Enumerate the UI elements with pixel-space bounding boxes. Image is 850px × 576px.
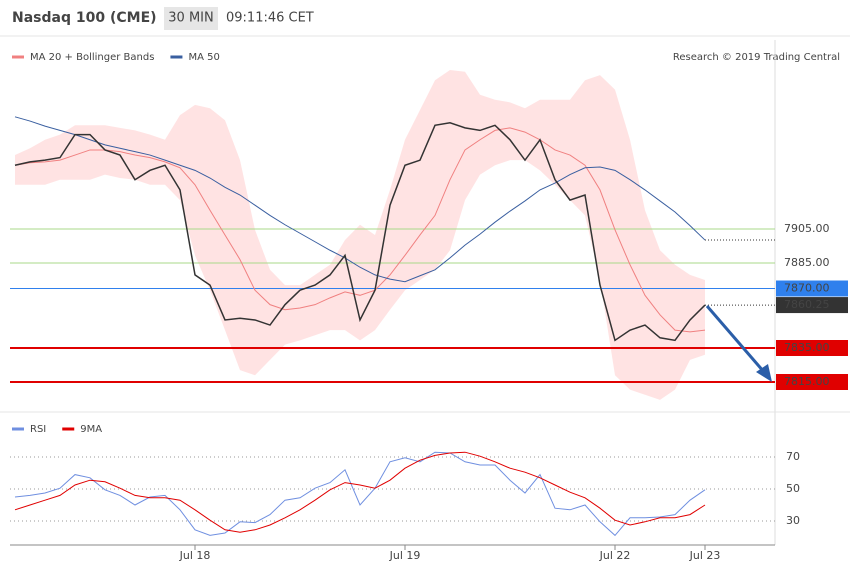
- y-tick-label: 50: [786, 482, 800, 495]
- level-label: 7905.00: [784, 222, 830, 235]
- credit: Research © 2019 Trading Central: [673, 52, 840, 63]
- x-tick-label: Jul 18: [179, 549, 211, 562]
- level-tag: [776, 340, 848, 356]
- ma-line: [14, 127, 706, 333]
- price-line: [14, 121, 706, 342]
- last-price-label: 7860.25: [784, 298, 830, 311]
- rsi-line: [14, 451, 706, 537]
- legend-label: RSI: [30, 424, 46, 435]
- forecast-arrow: [705, 305, 766, 373]
- bollinger-band: [15, 70, 705, 400]
- level-label: 7870.00: [784, 282, 830, 295]
- last-price-tag: [776, 297, 848, 314]
- ma-line: [14, 116, 706, 283]
- level-label: 7885.00: [784, 256, 830, 269]
- legend-label: 9MA: [80, 424, 102, 435]
- level-tag: [776, 280, 848, 297]
- y-tick-label: 30: [786, 514, 800, 527]
- rsi-line: [14, 451, 706, 533]
- instrument: Nasdaq 100 (CME): [12, 10, 157, 26]
- x-tick-label: Jul 22: [599, 549, 631, 562]
- legend-label: MA 20 + Bollinger Bands: [30, 52, 154, 63]
- legend-label: MA 50: [188, 52, 219, 63]
- time: 09:11:46 CET: [226, 11, 314, 26]
- x-tick-label: Jul 23: [689, 549, 721, 562]
- interval-box: [164, 7, 218, 30]
- interval: 30 MIN: [168, 11, 213, 26]
- level-tag: [776, 374, 848, 390]
- x-tick-label: Jul 19: [389, 549, 421, 562]
- level-label: 7815.00: [784, 375, 830, 388]
- level-label: 7835.00: [784, 341, 830, 354]
- forecast-arrowhead: [756, 364, 772, 382]
- y-tick-label: 70: [786, 450, 800, 463]
